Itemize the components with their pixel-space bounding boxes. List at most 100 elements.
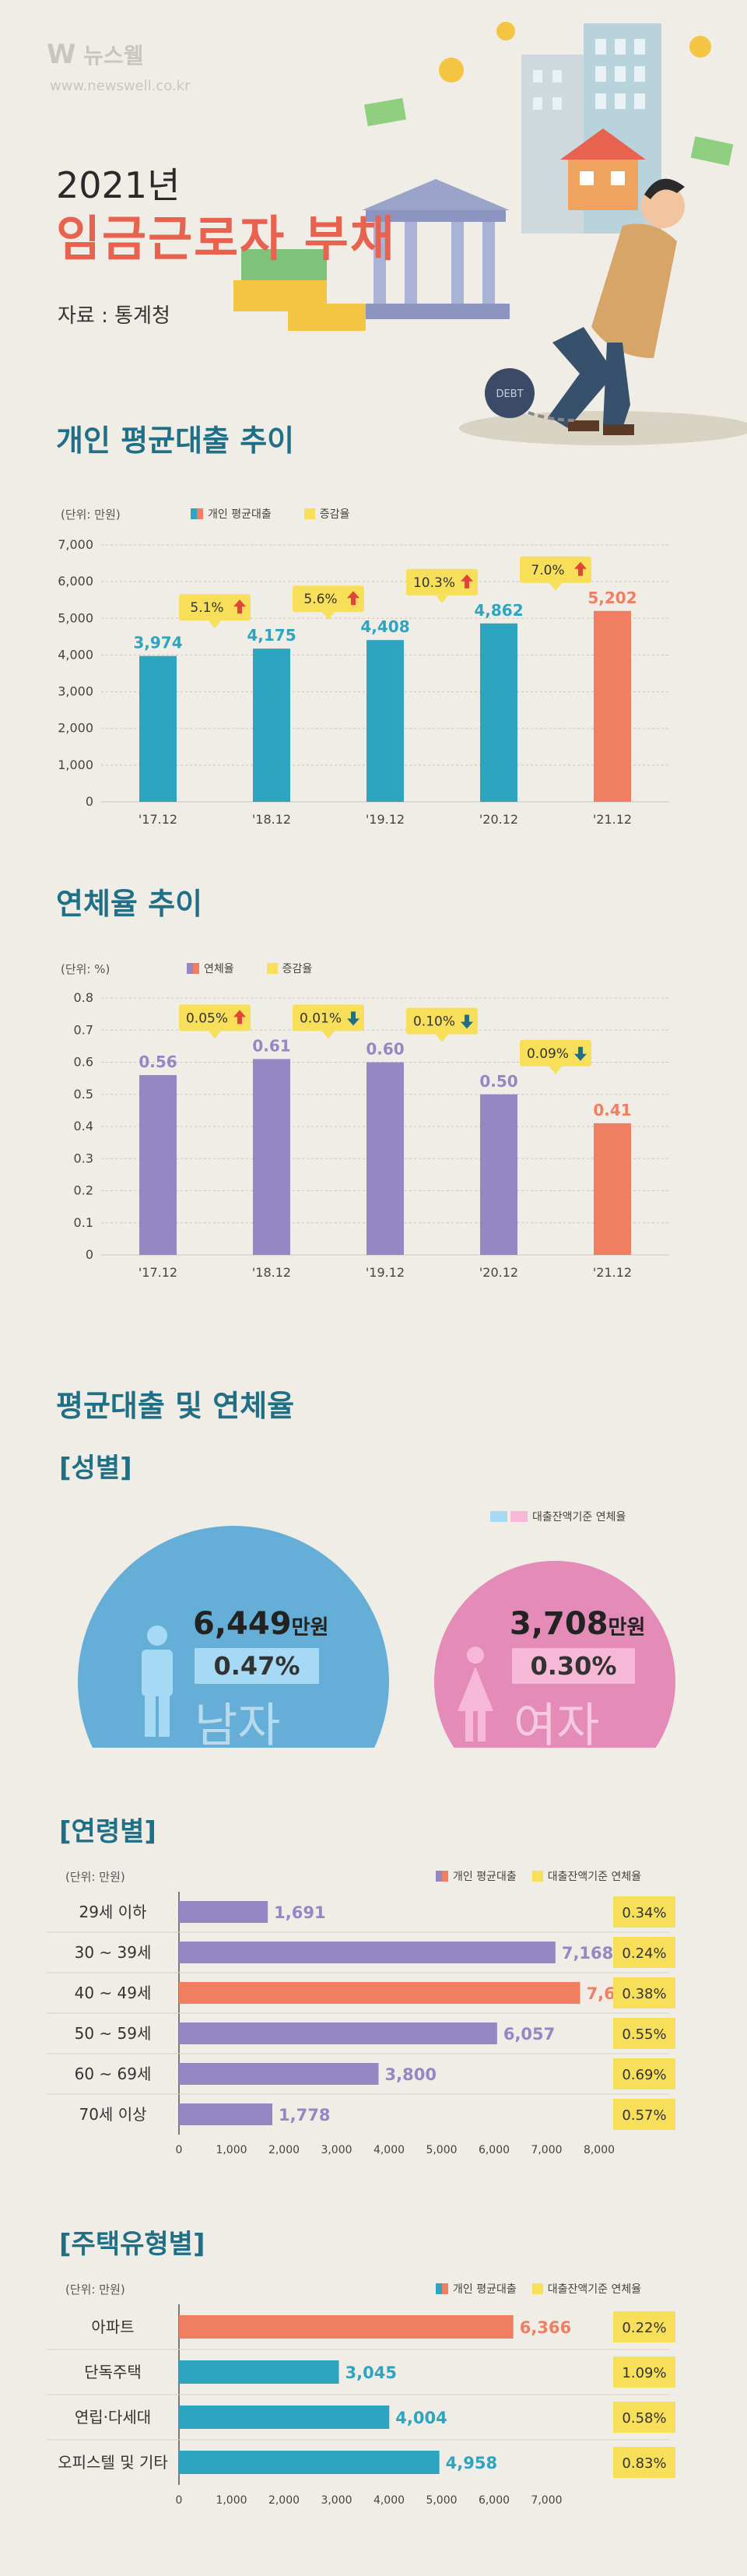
gender-legend-label: 대출잔액기준 연체율 bbox=[532, 1511, 626, 1523]
change-badge bbox=[406, 568, 478, 596]
loan-unit: (단위: 만원) bbox=[61, 508, 121, 522]
brand-logo: W 뉴스웰 bbox=[47, 39, 144, 70]
legend-swatch-yellow bbox=[531, 2283, 543, 2294]
y-tick-label: 2,000 bbox=[58, 721, 93, 736]
x-tick-label: '17.12 bbox=[139, 812, 177, 825]
arrow-up-icon bbox=[233, 1010, 246, 1017]
change-badge-pointer bbox=[322, 1031, 335, 1039]
coin-icon bbox=[439, 58, 464, 83]
delinq-unit: (단위: %) bbox=[61, 962, 110, 976]
change-badge-pointer bbox=[549, 1066, 562, 1074]
male-card bbox=[78, 1526, 389, 1748]
bar-value-label: 6,057 bbox=[503, 2025, 555, 2044]
debt-ball-label: DEBT bbox=[496, 388, 523, 400]
bar bbox=[253, 648, 290, 802]
change-badge-pointer bbox=[322, 612, 335, 620]
rate-cell-label: 0.83% bbox=[622, 2455, 666, 2472]
delinq-bar-chart: 0 0.1 0.2 0.3 0.4 0.5 0.6 0.7 0.8 0.56 '17.12 0.61 '… bbox=[74, 990, 669, 1278]
housing-legend: 개인 평균대출 대출잔액기준 연체율 bbox=[436, 2281, 641, 2297]
bar bbox=[139, 1075, 177, 1255]
bar bbox=[179, 2315, 514, 2339]
rate-cell bbox=[613, 2447, 675, 2478]
x-tick-label: '19.12 bbox=[366, 812, 405, 825]
x-tick-label: 1,000 bbox=[216, 2144, 247, 2156]
rate-cell bbox=[613, 1977, 675, 2008]
bar bbox=[179, 1901, 268, 1923]
house-icon bbox=[568, 156, 638, 210]
age-section-title: [연령별] bbox=[59, 1816, 156, 1847]
change-badge-label: 0.05% bbox=[186, 1010, 228, 1026]
rate-cell-label: 0.55% bbox=[622, 2026, 666, 2043]
x-tick-label: '18.12 bbox=[252, 812, 291, 825]
bar bbox=[480, 1094, 517, 1255]
man-carrying-house-figure bbox=[549, 178, 685, 435]
change-badge-label: 7.0% bbox=[531, 563, 564, 578]
arrow-up-icon-stem bbox=[237, 1016, 242, 1024]
y-tick-label: 3,000 bbox=[58, 684, 93, 699]
legend-swatch-blue bbox=[490, 1511, 507, 1522]
row-category-label: 단독주택 bbox=[84, 2363, 142, 2381]
change-badge-label: 0.01% bbox=[300, 1010, 342, 1026]
x-tick-label: '21.12 bbox=[593, 1265, 632, 1278]
legend-swatch-salmon bbox=[197, 508, 203, 519]
x-tick-label: 0 bbox=[176, 2144, 183, 2156]
delinq-chart-title: 연체율 추이 bbox=[56, 887, 203, 921]
delinq-legend-series: 연체율 bbox=[204, 963, 234, 975]
change-badge-pointer bbox=[436, 595, 448, 603]
y-tick-label: 0.2 bbox=[74, 1183, 93, 1198]
row-category-label: 오피스텔 및 기타 bbox=[58, 2453, 168, 2472]
arrow-down-icon bbox=[347, 1018, 359, 1026]
housing-legend-series: 개인 평균대출 bbox=[453, 2283, 517, 2296]
male-label: 남자 bbox=[195, 1699, 281, 1753]
header-illustration: DEBT bbox=[233, 22, 747, 445]
rate-cell bbox=[613, 2018, 675, 2049]
bar-value-label: 6,366 bbox=[520, 2318, 571, 2337]
bar-value-label: 0.61 bbox=[252, 1036, 290, 1055]
arrow-down-icon bbox=[461, 1021, 473, 1029]
x-tick-label: '21.12 bbox=[593, 812, 632, 825]
y-tick-label: 0 bbox=[86, 794, 93, 809]
housing-legend-rate: 대출잔액기준 연체율 bbox=[547, 2283, 642, 2296]
bar bbox=[179, 2406, 390, 2429]
female-amount: 3,708 bbox=[510, 1606, 608, 1642]
loan-legend-rate: 증감율 bbox=[319, 508, 350, 521]
bar bbox=[366, 1062, 404, 1255]
arrow-down-icon-stem bbox=[578, 1046, 583, 1055]
male-amount-unit: 만원 bbox=[291, 1616, 329, 1639]
arrow-up-icon-stem bbox=[237, 606, 242, 614]
logo-text: 뉴스웰 bbox=[83, 43, 144, 69]
x-tick-label: 2,000 bbox=[268, 2144, 300, 2156]
bar bbox=[179, 2103, 273, 2125]
rate-cell bbox=[613, 1937, 675, 1968]
change-badge bbox=[179, 1004, 251, 1031]
male-rate: 0.47% bbox=[195, 1648, 319, 1684]
x-tick-label: 4,000 bbox=[374, 2494, 405, 2507]
legend-swatch-purple bbox=[187, 963, 193, 974]
arrow-up-icon-stem bbox=[465, 580, 469, 589]
bar bbox=[139, 655, 177, 802]
male-amount: 6,449 bbox=[193, 1606, 292, 1642]
change-badge bbox=[406, 1007, 478, 1035]
x-tick-label: 3,000 bbox=[321, 2144, 352, 2156]
x-tick-label: 3,000 bbox=[321, 2494, 352, 2507]
bar-value-label: 3,974 bbox=[133, 634, 182, 652]
arrow-up-icon bbox=[461, 574, 473, 582]
rate-cell-label: 0.58% bbox=[622, 2410, 666, 2427]
row-category-label: 60 ~ 69세 bbox=[75, 2065, 152, 2083]
loan-chart-title: 개인 평균대출 추이 bbox=[56, 423, 295, 458]
legend-swatch-yellow bbox=[303, 508, 315, 519]
bar-value-label: 3,045 bbox=[345, 2363, 397, 2382]
female-amount-unit: 만원 bbox=[608, 1616, 646, 1639]
age-unit: (단위: 만원) bbox=[65, 1870, 125, 1884]
row-category-label: 아파트 bbox=[91, 2318, 134, 2336]
x-tick-label: 8,000 bbox=[584, 2144, 615, 2156]
y-tick-label: 0.7 bbox=[74, 1022, 93, 1037]
gender-section-title: [성별] bbox=[59, 1453, 132, 1484]
bar-value-label: 0.60 bbox=[366, 1040, 404, 1059]
arrow-up-icon-stem bbox=[578, 568, 583, 576]
legend-swatch-salmon bbox=[193, 963, 199, 974]
bar bbox=[179, 1982, 580, 2004]
debt-ball-icon bbox=[485, 368, 535, 418]
bar bbox=[179, 2360, 339, 2384]
y-tick-label: 4,000 bbox=[58, 647, 93, 662]
